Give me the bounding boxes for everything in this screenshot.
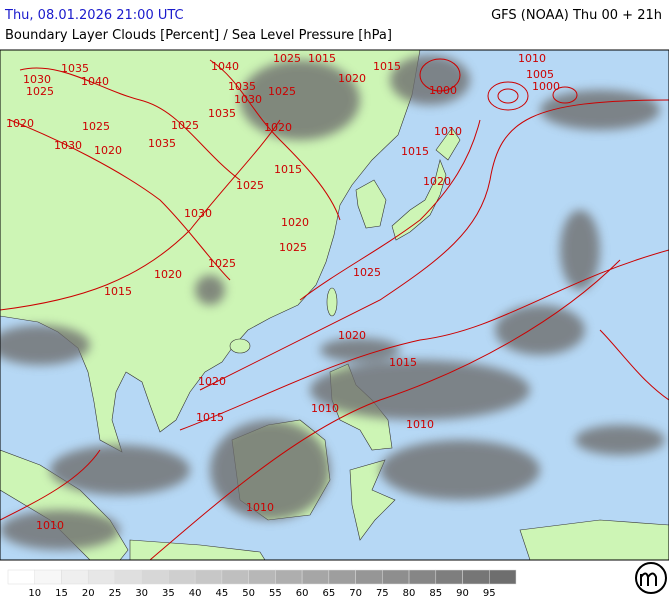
isobar-label: 1020 <box>94 144 122 157</box>
legend: 10 15 20 25 30 35 40 45 50 55 60 65 70 75 80 85 90 95 <box>7 569 517 599</box>
legend-swatch <box>114 569 142 585</box>
isobar-label: 1015 <box>104 285 132 298</box>
legend-swatch <box>328 569 356 585</box>
isobar-label: 1015 <box>389 356 417 369</box>
isobar-label: 1010 <box>311 402 339 415</box>
isobar-label: 1010 <box>434 125 462 138</box>
datetime: Thu, 08.01.2026 21:00 UTC <box>4 8 184 23</box>
legend-swatch <box>34 569 62 585</box>
isobar-label: 1020 <box>338 72 366 85</box>
legend-label: 70 <box>349 588 362 599</box>
legend-label: 65 <box>322 588 335 599</box>
isobar-label: 1020 <box>281 216 309 229</box>
isobar-label: 1030 <box>184 207 212 220</box>
logo <box>635 562 667 594</box>
legend-label: 95 <box>483 588 496 599</box>
isobar-label: 1020 <box>423 175 451 188</box>
legend-swatch <box>301 569 330 585</box>
legend-label: 80 <box>403 588 416 599</box>
legend-label: 60 <box>296 588 309 599</box>
legend-label: 40 <box>189 588 202 599</box>
legend-label: 30 <box>135 588 148 599</box>
isobar-label: 1025 <box>82 120 110 133</box>
isobar-label: 1030 <box>54 139 82 152</box>
isobar-label: 1005 <box>526 68 554 81</box>
legend-swatch <box>355 569 383 585</box>
isobar-label: 1015 <box>274 163 302 176</box>
isobar-label: 1025 <box>273 52 301 65</box>
isobar-label: 1020 <box>6 117 34 130</box>
isobar-label: 1035 <box>228 80 256 93</box>
legend-swatch <box>462 569 490 585</box>
isobar-label: 1025 <box>268 85 296 98</box>
legend-swatch <box>7 569 35 585</box>
isobar-label: 1030 <box>23 73 51 86</box>
isobar-label: 1025 <box>279 241 307 254</box>
isobar-label: 1015 <box>373 60 401 73</box>
legend-swatch <box>141 569 169 585</box>
legend-label: 50 <box>242 588 255 599</box>
legend-label: 55 <box>269 588 282 599</box>
isobar-label: 1010 <box>406 418 434 431</box>
legend-swatch <box>61 569 89 585</box>
isobar-label: 1020 <box>338 329 366 342</box>
legend-label: 20 <box>82 588 95 599</box>
legend-swatch <box>489 569 517 585</box>
isobar-label: 1030 <box>234 93 262 106</box>
legend-swatch <box>248 569 276 585</box>
isobar-label: 1025 <box>171 119 199 132</box>
legend-swatch <box>221 569 249 585</box>
legend-swatch <box>435 569 463 585</box>
isobar-label: 1040 <box>211 60 239 73</box>
isobar-label: 1010 <box>518 52 546 65</box>
isobar-label: 1015 <box>308 52 336 65</box>
legend-label: 45 <box>216 588 229 599</box>
legend-label: 75 <box>376 588 389 599</box>
isobar-label: 1015 <box>196 411 224 424</box>
legend-swatch <box>382 569 410 585</box>
legend-swatch <box>275 569 303 585</box>
isobar-label: 1000 <box>429 84 457 97</box>
model-run: GFS (NOAA) Thu 00 + 21h <box>491 8 662 23</box>
isobar-label: 1010 <box>36 519 64 532</box>
legend-swatch <box>194 569 223 585</box>
legend-swatch <box>168 569 196 585</box>
legend-label: 10 <box>28 588 41 599</box>
isobar-label: 1035 <box>208 107 236 120</box>
map-title: Boundary Layer Clouds [Percent] / Sea Le… <box>5 28 392 43</box>
isobar-label: 1025 <box>236 179 264 192</box>
isobar-label: 1025 <box>26 85 54 98</box>
isobar-label: 1025 <box>353 266 381 279</box>
legend-label: 15 <box>55 588 68 599</box>
isobars <box>0 58 669 560</box>
legend-swatch <box>87 569 116 585</box>
isobar-label: 1015 <box>401 145 429 158</box>
isobar-label: 1020 <box>264 121 292 134</box>
isobar-label: 1010 <box>246 501 274 514</box>
isobar-label: 1035 <box>61 62 89 75</box>
legend-label: 35 <box>162 588 175 599</box>
isobar-label: 1040 <box>81 75 109 88</box>
isobar-label: 1025 <box>208 257 236 270</box>
legend-label: 85 <box>429 588 442 599</box>
map-frame <box>0 49 669 561</box>
isobar-label: 1020 <box>198 375 226 388</box>
isobar-label: 1000 <box>532 80 560 93</box>
clouds <box>0 55 665 550</box>
isobar-label: 1035 <box>148 137 176 150</box>
legend-swatch <box>408 569 437 585</box>
isobar-label: 1020 <box>154 268 182 281</box>
legend-label: 90 <box>456 588 469 599</box>
legend-label: 25 <box>109 588 122 599</box>
